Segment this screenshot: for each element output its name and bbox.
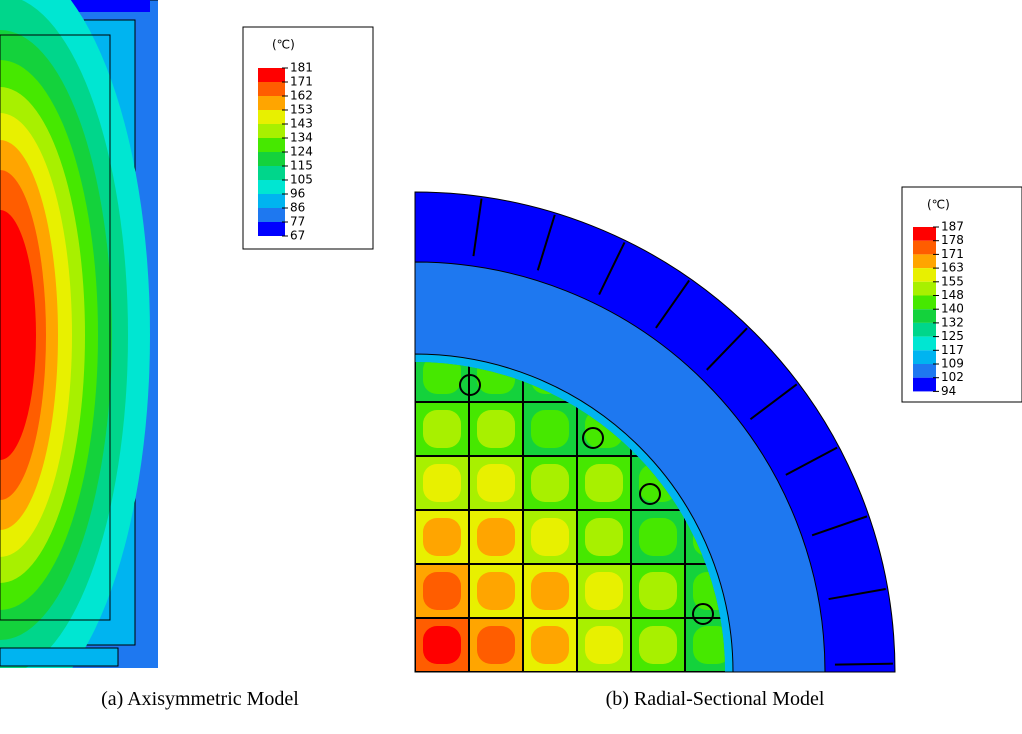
cell-hot [531, 518, 569, 556]
cell-hot [531, 410, 569, 448]
contour-b [415, 192, 895, 672]
legend-swatch [258, 222, 285, 236]
legend-swatch [258, 208, 285, 222]
legend-label: 115 [290, 159, 313, 173]
cell-hot [477, 464, 515, 502]
legend-swatch [913, 268, 936, 282]
legend-label: 86 [290, 201, 305, 215]
cell-hot [585, 626, 623, 664]
cell-hot [531, 464, 569, 502]
bottom-plate [0, 648, 118, 666]
cell-hot [423, 518, 461, 556]
cell-hot [639, 572, 677, 610]
legend-label: 163 [941, 261, 964, 275]
legend-swatch [258, 152, 285, 166]
cell-hot [639, 518, 677, 556]
legend-swatch [913, 296, 936, 310]
legend-label: 125 [941, 329, 964, 343]
cell-hot [639, 626, 677, 664]
legend-label: 117 [941, 343, 964, 357]
legend-label: 143 [290, 117, 313, 131]
legend-label: 134 [290, 131, 313, 145]
legend-label: 155 [941, 274, 964, 288]
legend-label: 187 [941, 220, 964, 234]
cell-hot [423, 410, 461, 448]
legend-swatch [913, 309, 936, 323]
legend-swatch [258, 110, 285, 124]
legend-swatch [258, 180, 285, 194]
legend-label: 77 [290, 215, 305, 229]
cell-hot [423, 572, 461, 610]
legend-swatch [913, 378, 936, 392]
legend-swatch [913, 254, 936, 268]
legend-swatch [913, 241, 936, 255]
legend-label: 94 [941, 384, 956, 398]
legend-swatch [258, 68, 285, 82]
legend-label: 171 [290, 75, 313, 89]
legend-label: 132 [941, 315, 964, 329]
cell-hot [423, 626, 461, 664]
legend-swatch [913, 350, 936, 364]
caption: (b) Radial-Sectional Model [606, 688, 825, 710]
legend-label: 148 [941, 288, 964, 302]
legend-swatch [258, 96, 285, 110]
legend-label: 153 [290, 103, 313, 117]
cell-hot [585, 464, 623, 502]
contour-a [0, 0, 160, 715]
legend-swatch [913, 282, 936, 296]
cell-hot [585, 518, 623, 556]
legend-label: 124 [290, 145, 313, 159]
legend-swatch [258, 194, 285, 208]
legend-swatch [258, 166, 285, 180]
cell-hot [477, 572, 515, 610]
cell-hot [531, 572, 569, 610]
legend-label: 96 [290, 187, 305, 201]
legend-label: 67 [290, 229, 305, 243]
cell-hot [585, 572, 623, 610]
legend-swatch [913, 364, 936, 378]
legend-unit: (℃) [927, 198, 950, 212]
cell-hot [531, 626, 569, 664]
legend-unit: (℃) [272, 38, 295, 52]
legend-swatch [258, 82, 285, 96]
legend-label: 140 [941, 302, 964, 316]
legend-swatch [258, 124, 285, 138]
caption: (a) Axisymmetric Model [101, 688, 299, 710]
legend-label: 162 [290, 89, 313, 103]
cell-hot [477, 626, 515, 664]
legend-swatch [258, 138, 285, 152]
legend-label: 178 [941, 233, 964, 247]
legend-label: 109 [941, 357, 964, 371]
cell-hot [477, 410, 515, 448]
cell-hot [423, 464, 461, 502]
figure: (℃)18117116215314313412411510596867767 (… [0, 0, 1022, 734]
legend-swatch [913, 227, 936, 241]
legend-label: 181 [290, 61, 313, 75]
legend-label: 171 [941, 247, 964, 261]
segment-line [835, 664, 893, 665]
legend-label: 102 [941, 370, 964, 384]
cell-hot [477, 518, 515, 556]
legend-swatch [913, 337, 936, 351]
legend-b: (℃) 1871781711631551481401321251171091029… [902, 187, 1022, 402]
legend-swatch [913, 323, 936, 337]
legend-label: 105 [290, 173, 313, 187]
